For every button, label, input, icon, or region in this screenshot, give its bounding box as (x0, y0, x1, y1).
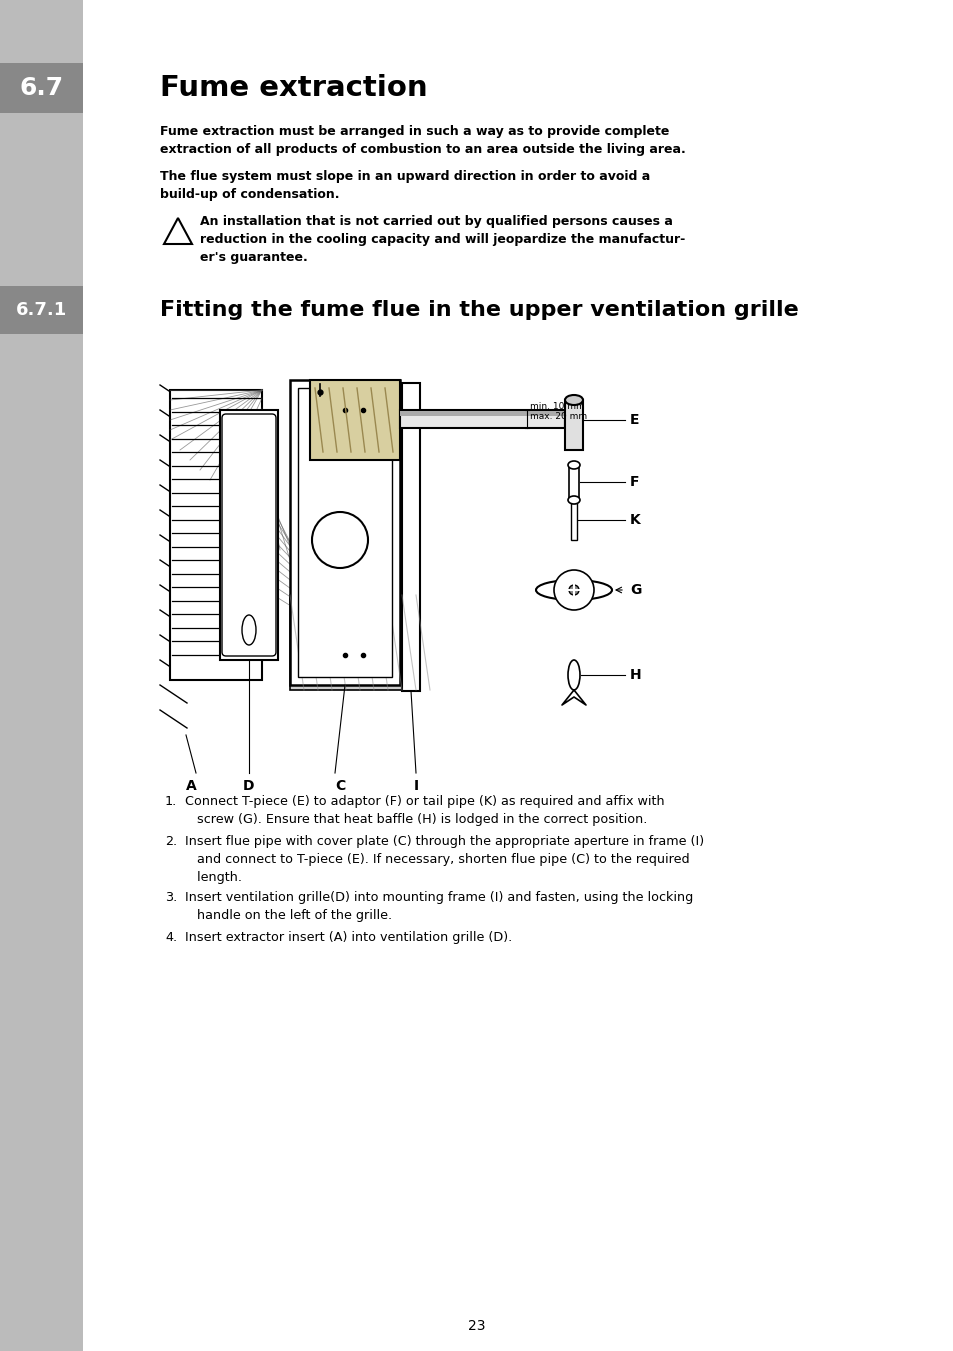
Text: Insert extractor insert (A) into ventilation grille (D).: Insert extractor insert (A) into ventila… (185, 931, 512, 944)
Ellipse shape (564, 394, 582, 405)
Text: Fume extraction must be arranged in such a way as to provide complete
extraction: Fume extraction must be arranged in such… (160, 126, 685, 155)
Text: 4.: 4. (165, 931, 177, 944)
Text: Insert ventilation grille(D) into mounting frame (I) and fasten, using the locki: Insert ventilation grille(D) into mounti… (185, 892, 693, 921)
Text: I: I (413, 780, 418, 793)
Text: D: D (243, 780, 254, 793)
Ellipse shape (567, 661, 579, 690)
Polygon shape (164, 218, 192, 245)
Text: 6.7: 6.7 (19, 76, 64, 100)
Circle shape (312, 512, 368, 567)
Text: An installation that is not carried out by qualified persons causes a
reduction : An installation that is not carried out … (200, 215, 684, 263)
Ellipse shape (567, 461, 579, 469)
Text: Insert flue pipe with cover plate (C) through the appropriate aperture in frame : Insert flue pipe with cover plate (C) th… (185, 835, 703, 884)
Bar (170, 390, 262, 680)
Text: G: G (629, 584, 640, 597)
Circle shape (568, 585, 578, 594)
Text: 1.: 1. (165, 794, 177, 808)
Bar (220, 409, 277, 661)
Bar (290, 380, 399, 685)
Bar (399, 409, 564, 428)
Text: A: A (186, 780, 196, 793)
Bar (564, 400, 582, 450)
Ellipse shape (536, 580, 612, 600)
Text: 2.: 2. (165, 835, 177, 848)
Text: 6.7.1: 6.7.1 (16, 301, 67, 319)
Bar (0, 63, 83, 113)
Ellipse shape (567, 496, 579, 504)
Text: K: K (629, 513, 640, 527)
Bar (401, 382, 419, 690)
Bar (0, 286, 83, 334)
Bar (571, 503, 577, 540)
Circle shape (554, 570, 594, 611)
Text: Fume extraction: Fume extraction (160, 74, 427, 101)
Text: 3.: 3. (165, 892, 177, 904)
Bar (310, 380, 399, 459)
Text: 23: 23 (468, 1319, 485, 1333)
Bar (297, 388, 392, 677)
Text: min. 10 mm
max. 20 mm: min. 10 mm max. 20 mm (530, 403, 586, 422)
Text: E: E (629, 413, 639, 427)
FancyBboxPatch shape (222, 413, 275, 657)
Text: H: H (629, 667, 641, 682)
Text: Connect T-piece (E) to adaptor (F) or tail pipe (K) as required and affix with
 : Connect T-piece (E) to adaptor (F) or ta… (185, 794, 664, 825)
Text: The flue system must slope in an upward direction in order to avoid a
build-up o: The flue system must slope in an upward … (160, 170, 650, 201)
Ellipse shape (242, 615, 255, 644)
Bar (399, 411, 564, 416)
Text: F: F (629, 476, 639, 489)
Text: C: C (335, 780, 345, 793)
Bar (0, 0, 83, 1351)
Bar (290, 594, 419, 690)
Bar (568, 465, 578, 500)
Text: Fitting the fume flue in the upper ventilation grille: Fitting the fume flue in the upper venti… (160, 300, 798, 320)
